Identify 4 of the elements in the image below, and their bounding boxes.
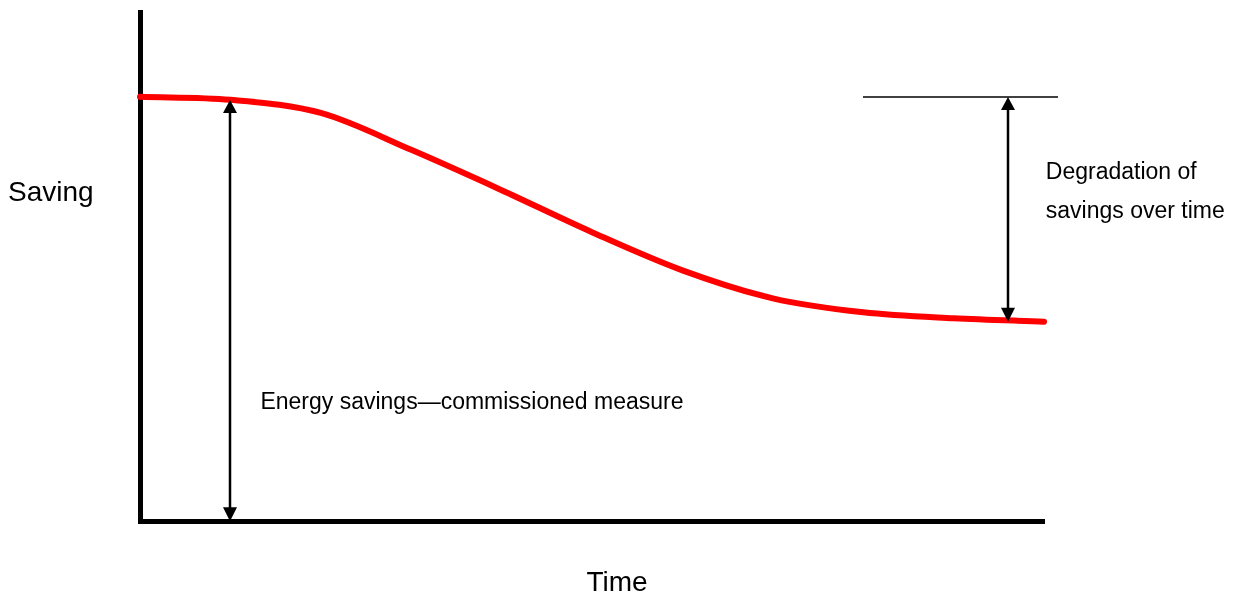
text: Degradation of savings over time [1045,157,1226,225]
y-axis-title: Saving [8,176,94,208]
annotation: Energy savings—commissioned measure [260,388,684,415]
x-axis-title: Time [585,566,649,598]
